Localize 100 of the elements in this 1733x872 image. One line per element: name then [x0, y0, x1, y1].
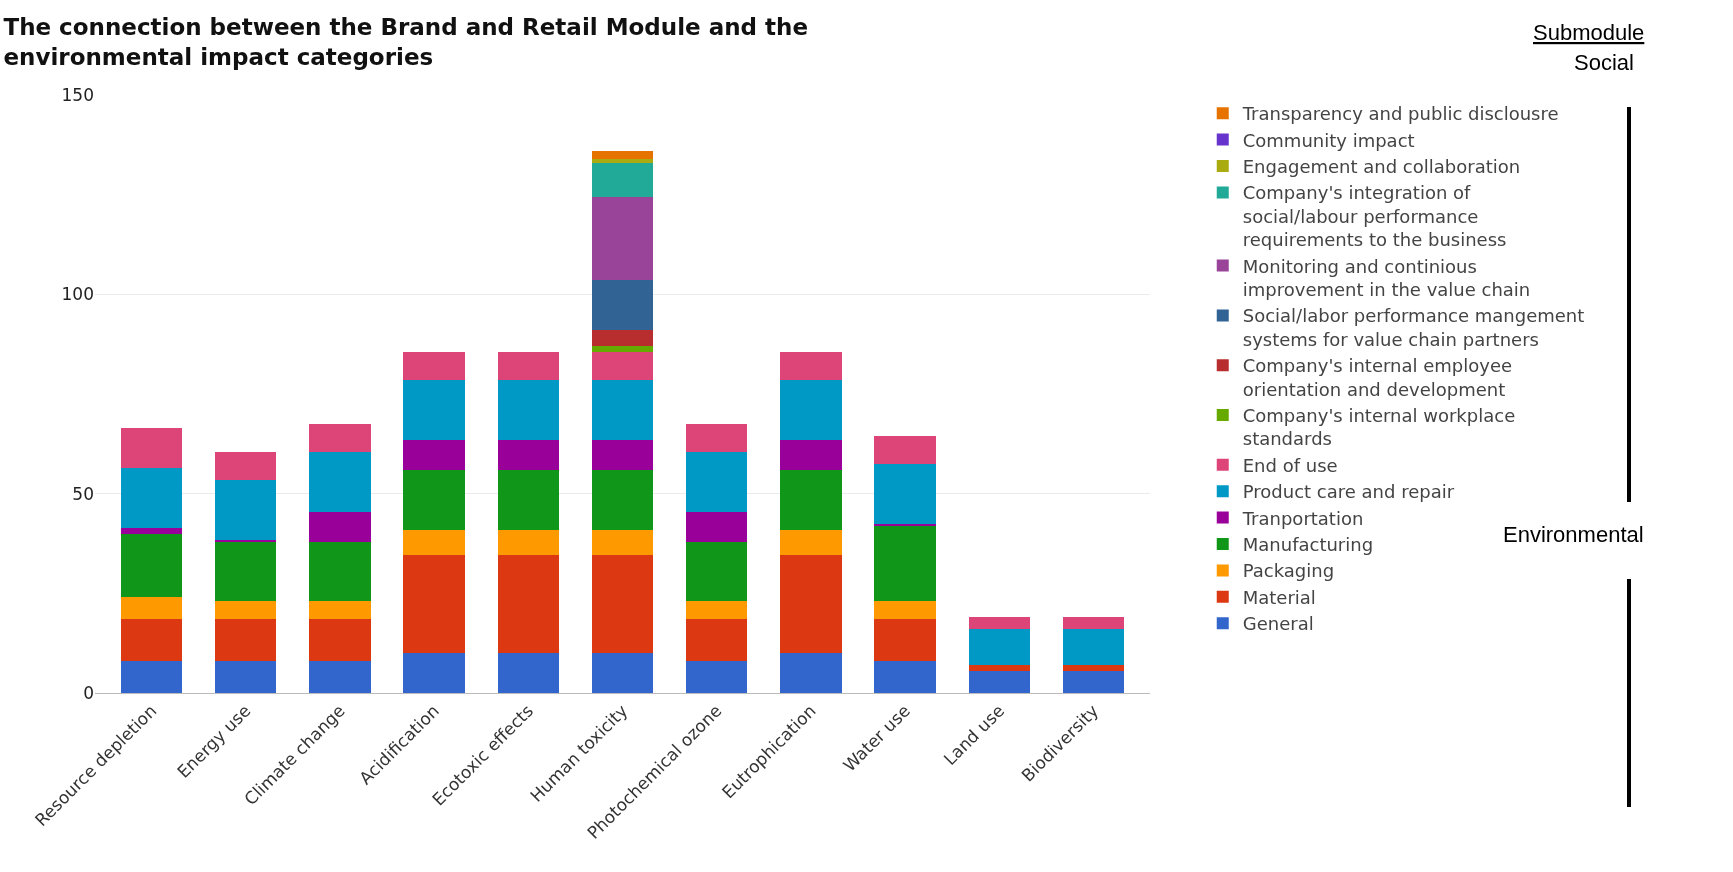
bar	[120, 597, 183, 620]
bar	[1062, 617, 1125, 630]
y-tick-label: 50	[72, 483, 94, 504]
bar	[309, 541, 371, 602]
bar	[403, 380, 465, 440]
legend-label: Social/labor performance mangement systems for value chain partners	[1242, 305, 1585, 350]
legend-label: General	[1242, 613, 1314, 635]
bar	[497, 653, 559, 693]
bar	[591, 162, 654, 197]
bar	[591, 380, 654, 440]
legend-label: Material	[1242, 586, 1316, 608]
bar	[403, 469, 465, 530]
bar	[874, 525, 936, 602]
text: Environmental	[1503, 522, 1644, 547]
legend-label: Product care and repair	[1242, 481, 1455, 503]
bar	[780, 653, 842, 693]
legend-label: Transparency and public disclousre	[1241, 103, 1559, 125]
bar	[403, 439, 465, 470]
bar	[215, 661, 277, 693]
bar	[591, 330, 654, 347]
bar	[215, 619, 277, 662]
bar	[591, 469, 654, 530]
bar	[591, 439, 654, 470]
bar	[968, 629, 1030, 666]
bar	[874, 661, 936, 693]
bar	[497, 469, 559, 530]
legend-label: Company's integration of social/labour performance requirements to the business	[1242, 182, 1507, 251]
y-tick-label: 100	[61, 284, 94, 305]
bar	[120, 619, 183, 662]
y-tick-label: 0	[83, 682, 94, 703]
bar	[497, 555, 559, 654]
bar	[591, 150, 654, 159]
bar	[686, 619, 748, 662]
y-tick-label: 150	[61, 84, 94, 105]
bar	[686, 423, 748, 452]
bar	[215, 539, 277, 542]
bar	[874, 435, 936, 464]
bar	[968, 665, 1030, 672]
bar	[497, 380, 559, 440]
bar	[686, 541, 748, 602]
bar	[1062, 629, 1125, 666]
bar	[309, 601, 371, 620]
bar	[591, 529, 654, 556]
bar	[591, 280, 654, 331]
legend-label: Company's internal employee orientation and development	[1242, 355, 1513, 400]
bar	[780, 529, 842, 556]
bar	[215, 541, 277, 602]
bar	[874, 463, 936, 524]
bar	[1062, 665, 1125, 672]
bar	[780, 469, 842, 530]
bar	[686, 451, 748, 512]
bar	[497, 529, 559, 556]
bar	[1062, 671, 1125, 693]
legend-label: Monitoring and continious improvement in the value chain	[1242, 255, 1531, 301]
bar	[309, 423, 371, 452]
bar	[120, 533, 183, 598]
bar	[591, 352, 654, 381]
legend-label: Company's internal workplace standards	[1242, 405, 1516, 450]
bar	[403, 653, 465, 693]
bar	[686, 601, 748, 620]
bar	[309, 511, 371, 542]
bar	[874, 601, 936, 620]
bar	[780, 380, 842, 440]
text: Social	[1574, 50, 1634, 75]
bar	[215, 601, 277, 620]
bar	[591, 555, 654, 654]
bar	[309, 619, 371, 662]
bar	[120, 527, 183, 534]
bar	[497, 439, 559, 470]
bar	[309, 451, 371, 512]
bar	[591, 346, 654, 353]
bar	[780, 555, 842, 654]
bar	[591, 196, 654, 281]
bar	[968, 617, 1030, 630]
bar	[591, 653, 654, 693]
bar	[780, 352, 842, 381]
legend-label: Engagement and collaboration	[1242, 156, 1521, 178]
bar	[215, 479, 277, 540]
legend-label: Community impact	[1242, 129, 1415, 151]
bar	[403, 555, 465, 654]
text: Submodule	[1533, 20, 1645, 45]
bar	[780, 439, 842, 470]
bar	[686, 661, 748, 693]
bar	[120, 467, 183, 528]
bar	[968, 671, 1030, 693]
bar	[874, 619, 936, 662]
bar	[591, 158, 654, 163]
bar	[120, 661, 183, 693]
legend-label: Packaging	[1242, 560, 1335, 582]
legend-label: End of use	[1242, 454, 1338, 476]
bar	[309, 661, 371, 693]
bar	[403, 529, 465, 556]
bar	[215, 451, 277, 480]
bar	[497, 352, 559, 381]
legend-label: Tranportation	[1241, 507, 1364, 529]
legend-label: Manufacturing	[1242, 534, 1374, 556]
bar	[120, 427, 183, 468]
bar	[686, 511, 748, 542]
chart-title: The connection between the Brand and Retail Module and the environmental impact categories	[3, 13, 809, 70]
bar	[403, 352, 465, 381]
